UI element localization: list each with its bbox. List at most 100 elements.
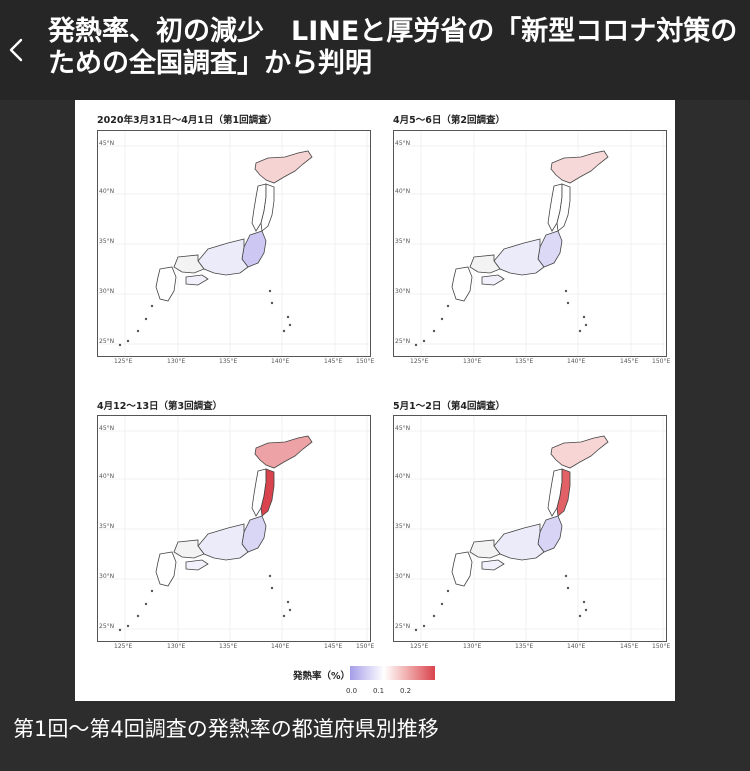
back-button[interactable] (4, 32, 28, 68)
lat-axis-label: 45°N (99, 425, 115, 432)
island-marker (440, 602, 444, 606)
island-marker (566, 301, 570, 305)
fever-rate-map-figure: 2020年3月31日〜4月1日（第1回調査） 45°N 40°N 35°N 30°N 25… (75, 100, 675, 701)
island-marker (414, 343, 418, 347)
island-marker (270, 301, 274, 305)
island-marker (582, 315, 586, 319)
island-marker (118, 343, 122, 347)
lat-axis-label: 25°N (395, 623, 411, 630)
lon-axis-label: 130°E (167, 358, 186, 365)
lat-axis-label: 40°N (395, 473, 411, 480)
lat-axis-label: 40°N (395, 188, 411, 195)
panel-title: 4月5〜6日（第2回調査） (393, 115, 505, 126)
japan-map (98, 131, 370, 356)
legend-tick: 0.1 (373, 687, 385, 695)
region-kyushu (451, 266, 473, 302)
lat-axis-label: 45°N (99, 140, 115, 147)
island-marker (422, 339, 426, 343)
region-shikoku (481, 559, 505, 571)
chevron-left-icon (9, 38, 23, 62)
region-chugoku (173, 254, 205, 274)
island-marker (126, 339, 130, 343)
island-marker (578, 614, 582, 618)
island-marker (268, 574, 272, 578)
lon-axis-label: 145°E (620, 358, 639, 365)
region-kanto (537, 230, 563, 268)
lon-axis-label: 145°E (620, 643, 639, 650)
caption-text: 第1回〜第4回調査の発熱率の都道府県別推移 (13, 717, 439, 741)
region-hokkaido (550, 150, 609, 184)
lat-axis-label: 40°N (99, 473, 115, 480)
lat-axis-label: 45°N (395, 425, 411, 432)
region-kanto (537, 515, 563, 553)
lat-axis-label: 35°N (395, 238, 411, 245)
lon-axis-label: 140°E (271, 643, 290, 650)
panel-title: 5月1〜2日（第4回調査） (393, 401, 505, 412)
lon-axis-label: 125°E (114, 643, 133, 650)
japan-map (394, 416, 666, 641)
lon-axis-label: 135°E (515, 358, 534, 365)
map-panel (393, 130, 667, 357)
lon-axis-label: 150°E (652, 358, 671, 365)
region-chubu-kinki (197, 523, 249, 561)
legend-color-bar (350, 666, 435, 680)
lat-axis-label: 35°N (99, 238, 115, 245)
map-panel (97, 415, 371, 642)
lat-axis-label: 30°N (395, 288, 411, 295)
region-shikoku (185, 274, 209, 286)
island-marker (282, 329, 286, 333)
lon-axis-label: 140°E (567, 643, 586, 650)
region-chubu-kinki (493, 238, 545, 276)
island-marker (584, 323, 588, 327)
island-marker (144, 317, 148, 321)
region-hokkaido (254, 435, 313, 469)
lon-axis-label: 125°E (410, 358, 429, 365)
region-tohoku-east (556, 183, 571, 232)
island-marker (584, 608, 588, 612)
lat-axis-label: 45°N (395, 140, 411, 147)
island-marker (432, 614, 436, 618)
lon-axis-label: 150°E (652, 643, 671, 650)
island-marker (446, 589, 450, 593)
island-marker (286, 315, 290, 319)
lon-axis-label: 125°E (410, 643, 429, 650)
lon-axis-label: 130°E (463, 643, 482, 650)
island-marker (136, 329, 140, 333)
panel-title: 2020年3月31日〜4月1日（第1回調査） (97, 115, 278, 126)
island-marker (118, 628, 122, 632)
island-marker (282, 614, 286, 618)
island-marker (150, 304, 154, 308)
island-marker (288, 608, 292, 612)
lon-axis-label: 125°E (114, 358, 133, 365)
region-kyushu (155, 551, 177, 587)
island-marker (144, 602, 148, 606)
lat-axis-label: 25°N (99, 623, 115, 630)
lon-axis-label: 130°E (463, 358, 482, 365)
island-marker (286, 600, 290, 604)
region-tohoku-east (556, 468, 571, 517)
island-marker (270, 586, 274, 590)
island-marker (414, 628, 418, 632)
island-marker (422, 624, 426, 628)
region-kyushu (451, 551, 473, 587)
island-marker (288, 323, 292, 327)
lat-axis-label: 35°N (395, 523, 411, 530)
region-chugoku (469, 254, 501, 274)
island-marker (150, 589, 154, 593)
island-marker (564, 574, 568, 578)
lat-axis-label: 25°N (395, 338, 411, 345)
island-marker (446, 304, 450, 308)
island-marker (126, 624, 130, 628)
lon-axis-label: 130°E (167, 643, 186, 650)
image-caption: 第1回〜第4回調査の発熱率の都道府県別推移 (0, 701, 750, 771)
article-header: 発熱率、初の減少 LINEと厚労省の「新型コロナ対策のための全国調査」から判明 (0, 0, 750, 101)
island-marker (268, 289, 272, 293)
image-viewer: 2020年3月31日〜4月1日（第1回調査） 45°N 40°N 35°N 30°N 25… (0, 100, 750, 701)
lat-axis-label: 25°N (99, 338, 115, 345)
japan-map (98, 416, 370, 641)
lon-axis-label: 150°E (356, 358, 375, 365)
lon-axis-label: 145°E (324, 358, 343, 365)
legend-tick: 0.0 (346, 687, 358, 695)
island-marker (578, 329, 582, 333)
region-shikoku (481, 274, 505, 286)
